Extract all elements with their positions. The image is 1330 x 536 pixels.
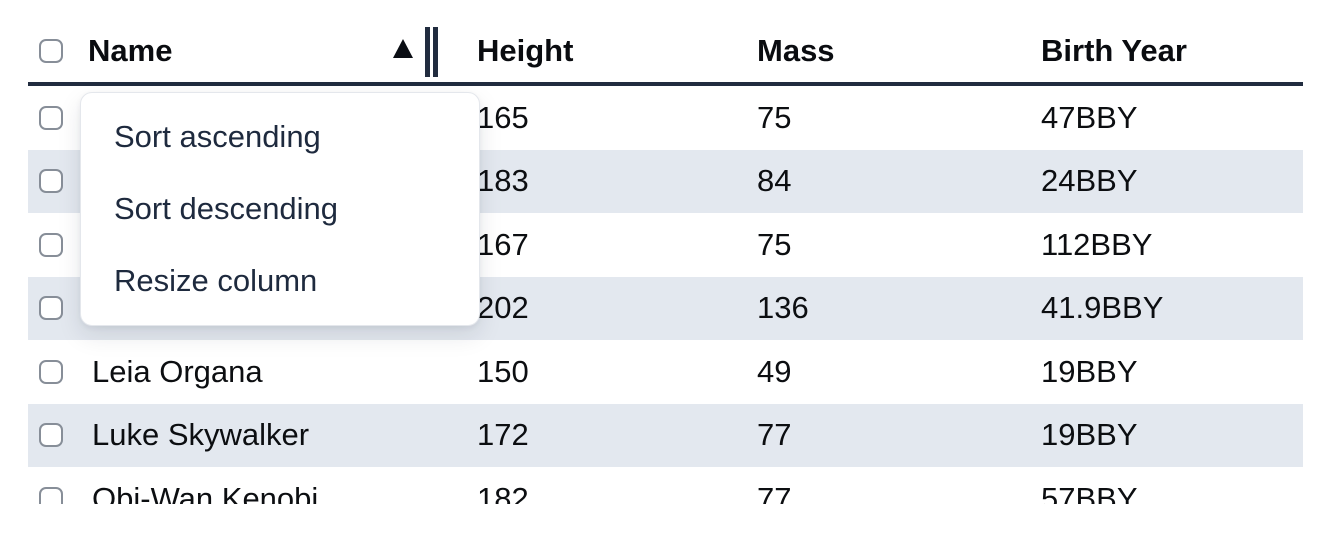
cell-mass: 77 bbox=[757, 480, 792, 504]
column-resize-handle[interactable] bbox=[425, 27, 438, 77]
cell-birth-year: 24BBY bbox=[1041, 163, 1138, 199]
row-checkbox[interactable] bbox=[39, 296, 63, 320]
cell-birth-year: 19BBY bbox=[1041, 353, 1138, 389]
cell-height: 150 bbox=[477, 353, 529, 389]
menu-item-resize-column[interactable]: Resize column bbox=[114, 263, 318, 298]
resize-bar-icon bbox=[433, 27, 438, 77]
cell-mass: 75 bbox=[757, 99, 792, 135]
row-checkbox[interactable] bbox=[39, 423, 63, 447]
cell-height: 182 bbox=[477, 480, 529, 504]
cell-mass: 77 bbox=[757, 417, 792, 453]
cell-birth-year: 112BBY bbox=[1041, 226, 1153, 262]
table-row[interactable]: Obi-Wan Kenobi 182 77 57BBY bbox=[28, 467, 1303, 504]
cell-name: Leia Organa bbox=[92, 353, 263, 389]
cell-height: 172 bbox=[477, 417, 529, 453]
column-header-mass[interactable]: Mass bbox=[757, 33, 835, 68]
row-checkbox[interactable] bbox=[39, 486, 63, 504]
column-context-menu: Sort ascending Sort descending Resize co… bbox=[80, 92, 480, 326]
table-header-row: Name Height Mass Birth Year bbox=[28, 0, 1303, 86]
cell-height: 183 bbox=[477, 163, 529, 199]
cell-mass: 75 bbox=[757, 226, 792, 262]
cell-mass: 84 bbox=[757, 163, 792, 199]
row-checkbox[interactable] bbox=[39, 169, 63, 193]
row-checkbox[interactable] bbox=[39, 232, 63, 257]
cell-birth-year: 41.9BBY bbox=[1041, 290, 1164, 326]
row-checkbox[interactable] bbox=[39, 105, 63, 130]
menu-item-sort-ascending[interactable]: Sort ascending bbox=[114, 119, 321, 154]
cell-birth-year: 47BBY bbox=[1041, 99, 1138, 135]
column-header-name[interactable]: Name bbox=[88, 33, 173, 68]
table-row[interactable]: Leia Organa 150 49 19BBY bbox=[28, 340, 1303, 404]
row-checkbox[interactable] bbox=[39, 359, 63, 384]
cell-height: 202 bbox=[477, 290, 529, 326]
column-header-birth-year[interactable]: Birth Year bbox=[1041, 33, 1187, 68]
cell-mass: 49 bbox=[757, 353, 792, 389]
cell-birth-year: 19BBY bbox=[1041, 417, 1138, 453]
cell-height: 167 bbox=[477, 226, 529, 262]
column-header-height[interactable]: Height bbox=[477, 33, 574, 68]
cell-name: Obi-Wan Kenobi bbox=[92, 480, 319, 504]
menu-item-sort-descending[interactable]: Sort descending bbox=[114, 191, 339, 226]
select-all-checkbox[interactable] bbox=[39, 39, 63, 63]
table-row[interactable]: Luke Skywalker 172 77 19BBY bbox=[28, 403, 1303, 467]
cell-birth-year: 57BBY bbox=[1041, 480, 1138, 504]
cell-name: Luke Skywalker bbox=[92, 417, 310, 453]
sort-ascending-caret-icon bbox=[393, 39, 413, 58]
cell-height: 165 bbox=[477, 99, 529, 135]
cell-mass: 136 bbox=[757, 290, 809, 326]
resize-bar-icon bbox=[425, 27, 430, 77]
